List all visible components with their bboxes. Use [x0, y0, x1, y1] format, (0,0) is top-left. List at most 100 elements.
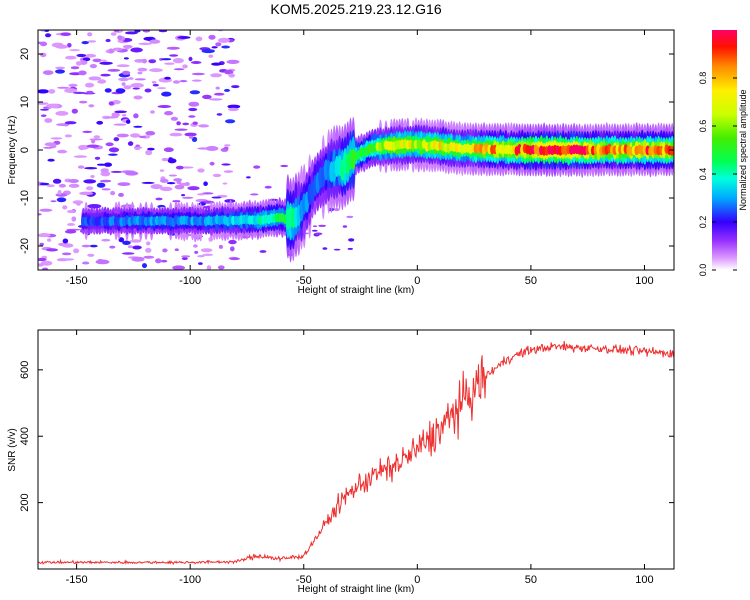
noise-patch	[253, 165, 261, 169]
noise-patch	[205, 146, 219, 151]
noise-patch	[230, 246, 235, 252]
colorbar-gradient	[712, 30, 737, 270]
noise-patch	[322, 247, 328, 250]
noise-patch	[347, 247, 353, 250]
snr-panel: -150 -100 -50 0 50 100 200 400 600 Height of str…	[7, 329, 675, 595]
noise-patch	[305, 232, 309, 235]
noise-patch	[76, 53, 87, 58]
noise-patch	[142, 58, 147, 64]
noise-patch	[108, 147, 120, 153]
noise-patch	[312, 225, 318, 227]
noise-patch	[130, 47, 143, 53]
noise-patch	[137, 71, 143, 75]
noise-patch	[121, 82, 126, 86]
noise-patch	[137, 67, 148, 72]
noise-patch	[169, 54, 179, 57]
noise-patch	[222, 182, 228, 185]
noise-patch	[166, 182, 176, 185]
noise-patch	[218, 244, 223, 249]
snr-x-tick-label: 100	[635, 574, 653, 586]
noise-patch	[318, 224, 327, 227]
snr-y-label: SNR (v/v)	[7, 428, 18, 471]
noise-patch	[193, 244, 198, 248]
noise-patch	[208, 34, 216, 40]
noise-patch	[181, 194, 186, 197]
noise-patch	[116, 133, 129, 138]
noise-patch	[168, 174, 178, 177]
noise-patch	[50, 137, 63, 140]
noise-patch	[175, 165, 184, 170]
spectrogram-x-tick-label: -50	[296, 275, 312, 287]
noise-patch	[85, 186, 94, 191]
noise-patch	[197, 147, 210, 150]
noise-patch	[87, 40, 97, 43]
noise-patch	[172, 265, 185, 270]
noise-patch	[96, 182, 106, 188]
noise-patch	[90, 175, 95, 178]
noise-patch	[47, 158, 55, 162]
noise-patch	[82, 57, 91, 62]
noise-patch	[250, 193, 259, 196]
noise-patch	[108, 48, 114, 54]
noise-patch	[182, 122, 190, 126]
noise-patch	[227, 104, 241, 109]
noise-patch	[50, 200, 57, 203]
noise-patch	[170, 116, 178, 121]
noise-patch	[83, 179, 97, 184]
noise-patch	[40, 114, 47, 117]
noise-patch	[228, 73, 235, 78]
noise-patch	[38, 89, 50, 94]
noise-patch	[160, 178, 169, 183]
noise-patch	[129, 133, 141, 138]
noise-patch	[139, 135, 146, 139]
noise-patch	[110, 170, 123, 173]
noise-patch	[86, 90, 94, 94]
noise-patch	[38, 102, 49, 105]
noise-patch	[68, 83, 78, 87]
noise-patch	[213, 92, 225, 96]
spectrogram-y-tick-label: 10	[19, 96, 31, 108]
noise-patch	[38, 263, 44, 267]
noise-patch	[101, 238, 111, 242]
noise-patch	[149, 68, 163, 73]
noise-patch	[202, 94, 212, 100]
noise-patch	[56, 123, 70, 126]
chart-title: KOM5.2025.219.23.12.G16	[270, 1, 441, 17]
noise-patch	[122, 252, 135, 255]
noise-patch	[152, 83, 159, 87]
noise-patch	[79, 100, 88, 104]
snr-series-line	[38, 341, 674, 566]
noise-patch	[221, 45, 231, 49]
noise-patch	[133, 125, 143, 128]
noise-patch	[145, 247, 152, 253]
noise-patch	[334, 208, 340, 212]
noise-patch	[38, 233, 51, 238]
noise-patch	[149, 39, 161, 44]
noise-patch	[157, 87, 167, 90]
noise-patch	[38, 213, 42, 216]
noise-patch	[84, 167, 98, 170]
noise-patch	[94, 156, 101, 160]
noise-patch	[82, 130, 93, 133]
noise-patch	[142, 263, 147, 269]
snr-x-tick-label: -100	[179, 574, 201, 586]
noise-patch	[187, 186, 200, 191]
colorbar-tick-label: 0.0	[698, 264, 708, 277]
noise-patch	[117, 35, 123, 41]
noise-patch	[40, 52, 47, 58]
noise-patch	[181, 196, 194, 199]
noise-patch	[280, 164, 289, 168]
spectrogram-y-tick-label: -10	[19, 190, 31, 206]
spectrogram-x-tick-label: -100	[179, 275, 201, 287]
noise-patch	[346, 215, 354, 219]
noise-patch	[96, 163, 107, 166]
spectrogram-y-tick-label: 20	[19, 48, 31, 60]
noise-patch	[118, 237, 125, 243]
colorbar-tick-label: 0.2	[698, 216, 708, 229]
noise-patch	[61, 243, 74, 248]
noise-patch	[64, 229, 77, 234]
noise-patch	[259, 250, 267, 253]
noise-patch	[130, 83, 144, 88]
noise-patch	[67, 223, 75, 226]
noise-patch	[115, 88, 126, 94]
